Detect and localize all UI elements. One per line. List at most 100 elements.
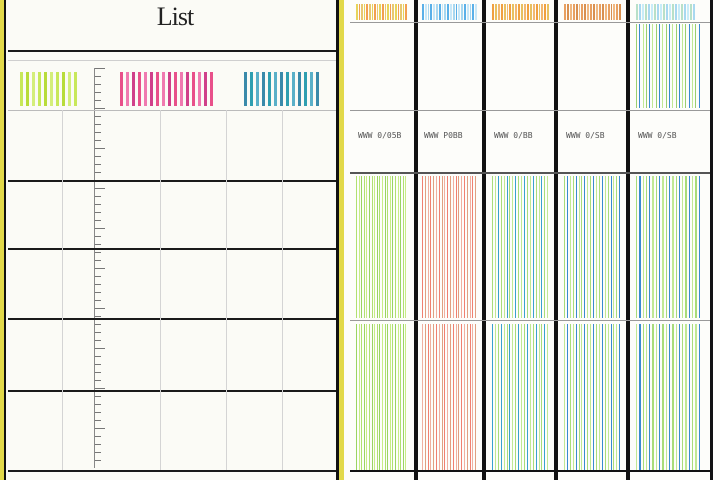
pink-swatch xyxy=(120,72,218,106)
column-header-swatch xyxy=(492,4,550,20)
stripe xyxy=(587,324,589,470)
grid-panel xyxy=(344,0,720,480)
stripe xyxy=(685,324,687,470)
grid-line xyxy=(62,110,63,470)
ruler-tick xyxy=(95,156,101,157)
stripe xyxy=(438,176,440,318)
stripe xyxy=(150,72,153,106)
grid-rule xyxy=(350,110,710,111)
stripe xyxy=(668,176,671,318)
stripe xyxy=(687,4,689,20)
ruler-tick xyxy=(95,92,101,93)
stripe xyxy=(665,324,667,470)
stripe xyxy=(601,324,603,470)
ruler-tick xyxy=(95,388,105,389)
stripe xyxy=(452,324,454,470)
ruler-tick xyxy=(95,324,101,325)
ruler-tick xyxy=(95,300,101,301)
stripe xyxy=(358,324,360,470)
stripe xyxy=(544,4,547,20)
stripe xyxy=(387,324,388,470)
stripe xyxy=(363,176,365,318)
stripe xyxy=(430,324,432,470)
column-code: WWW 0/BB xyxy=(494,131,533,140)
stripe xyxy=(44,72,47,106)
stripe xyxy=(693,4,695,20)
stripe xyxy=(521,4,523,20)
stripe xyxy=(518,176,520,318)
stripe xyxy=(376,176,378,318)
stripe xyxy=(379,4,381,20)
stripe xyxy=(678,4,680,20)
stripe xyxy=(526,176,528,318)
stripe xyxy=(666,4,668,20)
stripe xyxy=(310,72,313,106)
stripe xyxy=(384,4,387,20)
left-edge xyxy=(0,0,4,480)
right-border xyxy=(710,0,713,480)
stripe xyxy=(521,176,522,318)
grid-column[interactable]: WWW 0/SB xyxy=(560,0,626,480)
grid-column[interactable]: WWW 0/05B xyxy=(352,0,412,480)
stripe xyxy=(402,176,404,318)
stripe xyxy=(593,324,594,470)
stripe xyxy=(458,176,460,318)
stripe xyxy=(584,324,586,470)
row-rule xyxy=(8,470,336,472)
stripe xyxy=(509,176,511,318)
grid-column[interactable]: WWW P0BB xyxy=(418,0,482,480)
row-rule xyxy=(8,180,336,182)
stripe xyxy=(672,176,674,318)
stripe xyxy=(392,4,394,20)
green-swatch xyxy=(20,72,82,106)
list-row[interactable] xyxy=(8,390,336,470)
stripe xyxy=(590,324,592,470)
grid-line xyxy=(282,110,283,470)
stripe xyxy=(461,176,462,318)
stripe xyxy=(381,4,384,20)
stripe xyxy=(639,4,641,20)
stripe xyxy=(374,324,375,470)
stripe xyxy=(590,176,592,318)
stripe xyxy=(607,324,609,470)
stripe xyxy=(681,4,683,20)
stripe xyxy=(433,324,434,470)
stripe xyxy=(654,4,656,20)
stripe xyxy=(68,72,71,106)
column-swatch-lower xyxy=(564,324,622,470)
grid-column[interactable]: WWW 0/BB xyxy=(488,0,554,480)
stripe xyxy=(50,72,53,106)
stripe xyxy=(361,176,362,318)
stripe xyxy=(20,72,23,106)
stripe xyxy=(651,4,653,20)
stripe xyxy=(424,176,426,318)
ruler-tick xyxy=(95,100,101,101)
stripe xyxy=(503,324,505,470)
stripe xyxy=(433,176,434,318)
stripe xyxy=(595,324,597,470)
stripe xyxy=(438,324,440,470)
stripe xyxy=(466,324,468,470)
stripe xyxy=(138,72,141,106)
stripe xyxy=(541,176,543,318)
stripe xyxy=(639,176,641,318)
stripe xyxy=(506,4,509,20)
stripe xyxy=(598,176,600,318)
stripe xyxy=(518,324,520,470)
stripe xyxy=(256,72,259,106)
grid-column[interactable]: WWW 0/SB xyxy=(632,0,706,480)
stripe xyxy=(379,324,380,470)
bottom-border xyxy=(350,470,712,472)
stripe xyxy=(547,176,549,318)
stripe xyxy=(564,176,565,318)
list-row[interactable] xyxy=(8,318,336,390)
stripe xyxy=(535,324,537,470)
list-row[interactable] xyxy=(8,248,336,318)
list-row[interactable] xyxy=(8,180,336,248)
stripe xyxy=(695,324,697,470)
stripe xyxy=(575,4,578,20)
stripe xyxy=(649,324,651,470)
stripe xyxy=(662,176,664,318)
list-row[interactable] xyxy=(8,110,336,180)
stripe xyxy=(492,4,494,20)
